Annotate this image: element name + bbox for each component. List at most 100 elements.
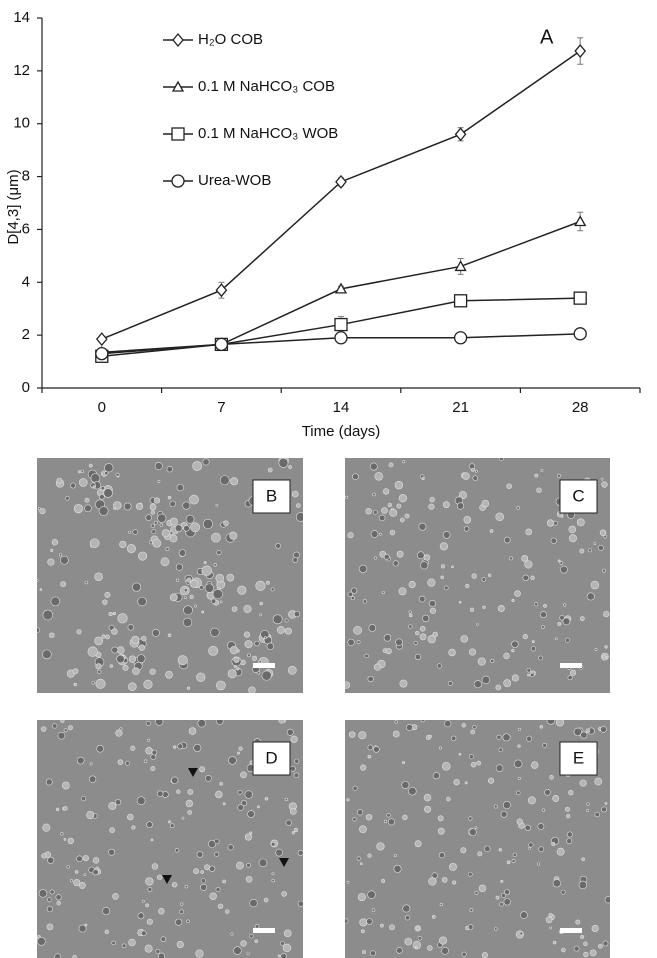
marker	[214, 337, 229, 352]
particle	[169, 500, 176, 508]
particle	[352, 817, 357, 822]
particle	[545, 916, 553, 924]
particle	[122, 664, 129, 671]
particle	[57, 731, 66, 740]
particle	[556, 473, 561, 478]
particle	[583, 941, 588, 947]
particle	[421, 476, 425, 481]
particle	[429, 607, 437, 614]
particle	[81, 796, 87, 802]
particle	[275, 848, 283, 857]
particle	[293, 551, 300, 559]
marker	[574, 44, 587, 59]
particle	[347, 532, 354, 539]
particle	[69, 879, 74, 883]
particle	[565, 637, 571, 643]
particle	[215, 720, 224, 725]
particle	[346, 798, 350, 802]
particle	[182, 501, 191, 510]
marker	[334, 331, 348, 345]
particle	[155, 949, 161, 954]
particle	[49, 889, 55, 895]
particle	[506, 483, 512, 489]
particle	[176, 940, 184, 949]
particle	[99, 494, 105, 500]
particle	[585, 728, 591, 734]
particle	[380, 923, 384, 928]
particle	[240, 771, 247, 779]
particle	[263, 636, 267, 639]
particle	[100, 486, 105, 491]
particle	[156, 874, 163, 880]
particle	[418, 595, 426, 603]
x-tick-label: 0	[98, 399, 106, 416]
particle	[474, 469, 478, 473]
particle	[516, 790, 521, 796]
particle	[503, 679, 512, 688]
particle	[125, 760, 131, 766]
particle	[477, 657, 486, 666]
particle	[73, 682, 77, 687]
particle	[263, 897, 269, 903]
particle	[476, 622, 479, 626]
particle	[209, 865, 216, 872]
particle	[108, 801, 117, 810]
marker	[334, 317, 348, 332]
particle	[423, 554, 431, 561]
particle	[222, 802, 226, 806]
particle	[436, 663, 442, 669]
particle	[504, 536, 511, 544]
particle	[63, 728, 68, 733]
particle	[501, 893, 506, 898]
particle	[41, 853, 47, 859]
arrowhead	[279, 858, 289, 867]
particle	[227, 669, 237, 679]
particle	[37, 937, 46, 946]
particle	[462, 472, 470, 480]
particle	[470, 467, 475, 472]
particle	[278, 458, 289, 468]
particle	[184, 884, 189, 889]
particle	[500, 879, 504, 883]
particle	[39, 507, 46, 515]
micrograph: D	[37, 720, 303, 958]
particle	[548, 913, 553, 918]
particle	[561, 947, 566, 953]
particle	[77, 470, 82, 474]
particle	[404, 915, 411, 921]
particle	[401, 761, 406, 765]
particle	[573, 945, 580, 952]
particle	[114, 799, 122, 806]
particle	[175, 563, 183, 571]
particle	[180, 902, 184, 906]
particle	[117, 759, 124, 765]
particle	[55, 894, 62, 901]
particle	[84, 923, 88, 927]
particle	[135, 502, 144, 511]
particle	[52, 723, 58, 729]
particle	[402, 904, 411, 913]
particle	[219, 781, 224, 786]
particle	[468, 754, 474, 760]
particle	[604, 896, 610, 904]
particle	[94, 572, 103, 582]
particle	[131, 635, 140, 644]
particle	[161, 529, 170, 538]
scale-bar	[253, 663, 275, 668]
particles	[37, 458, 303, 693]
x-tick-label: 28	[572, 399, 589, 416]
particle	[392, 560, 399, 567]
particle	[204, 583, 214, 593]
particle	[437, 827, 445, 835]
particle	[374, 556, 378, 560]
particles	[345, 720, 610, 958]
particle	[128, 655, 137, 663]
particle	[394, 480, 404, 490]
marker	[453, 294, 468, 308]
particle	[241, 800, 248, 807]
particle	[219, 475, 230, 486]
particle	[46, 906, 53, 913]
particle	[399, 679, 408, 688]
panel-label: A	[540, 26, 554, 48]
particle	[599, 529, 607, 536]
